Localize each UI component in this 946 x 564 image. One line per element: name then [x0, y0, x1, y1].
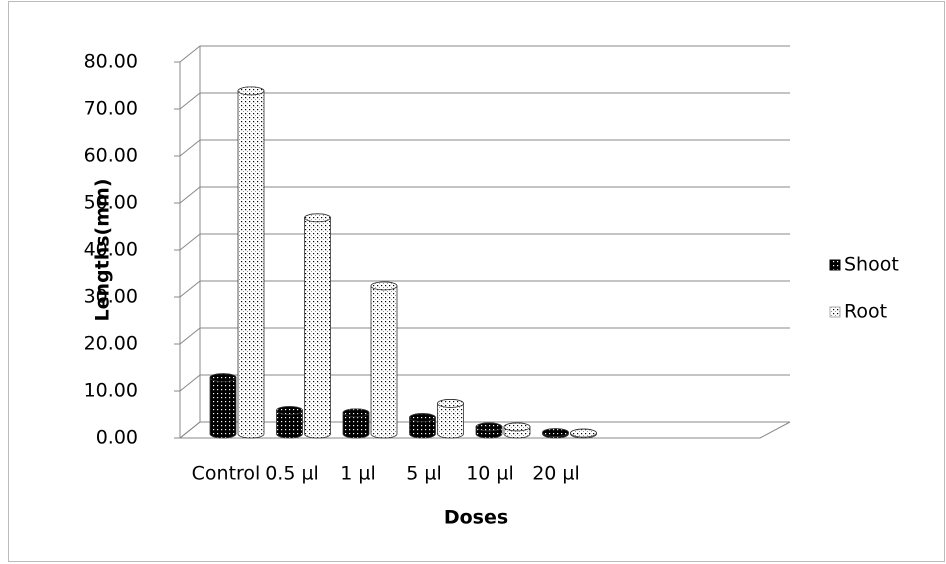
grid-line [174, 374, 790, 392]
cylinder-top [237, 86, 265, 96]
x-axis-title: Doses [444, 507, 508, 529]
y-tick-label: 70.00 [84, 98, 138, 120]
y-tick-label: 10.00 [84, 380, 138, 402]
grid-line [174, 421, 790, 439]
x-tick-label: 10 µl [466, 463, 514, 485]
y-tick-label: 40.00 [84, 239, 138, 261]
y-tick-label: 60.00 [84, 145, 138, 167]
cylinder-body [209, 373, 237, 439]
x-tick-label: 20 µl [532, 463, 580, 485]
y-tick-label: 30.00 [84, 286, 138, 308]
y-tick-label: 80.00 [84, 51, 138, 73]
grid-line [174, 45, 790, 63]
y-tick-label: 50.00 [84, 192, 138, 214]
legend-swatch [829, 306, 841, 318]
grid-line [174, 139, 790, 157]
cylinder-top [409, 413, 436, 422]
x-tick-label: 5 µl [406, 463, 442, 485]
cylinder-top [503, 422, 531, 432]
y-tick-label: 0.00 [96, 427, 138, 449]
legend-label: Root [844, 301, 887, 323]
cylinder-body [237, 86, 265, 439]
legend-swatch [829, 259, 841, 271]
cylinder-top [475, 422, 503, 432]
cylinder-top [209, 373, 237, 383]
cylinder-body [304, 213, 331, 439]
x-tick-label: 1 µl [340, 463, 376, 485]
grid-line [174, 233, 790, 251]
cylinder-top [370, 281, 398, 291]
y-axis-title: Lengths(mm) [92, 178, 114, 321]
grid-line [174, 92, 790, 110]
cylinder-top [342, 408, 370, 418]
cylinder-top [570, 428, 597, 438]
y-tick-label: 20.00 [84, 333, 138, 355]
cylinder-top [304, 213, 331, 223]
cylinder-top [276, 406, 303, 415]
x-tick-label: 0.5 µl [265, 463, 319, 485]
grid-line [174, 280, 790, 298]
cylinder-top [437, 399, 464, 408]
x-tick-label: Control [192, 463, 261, 485]
cylinder-body [370, 281, 398, 439]
legend-label: Shoot [844, 254, 899, 276]
grid-line [174, 327, 790, 345]
cylinder-top [542, 428, 569, 437]
grid-line [174, 186, 790, 204]
